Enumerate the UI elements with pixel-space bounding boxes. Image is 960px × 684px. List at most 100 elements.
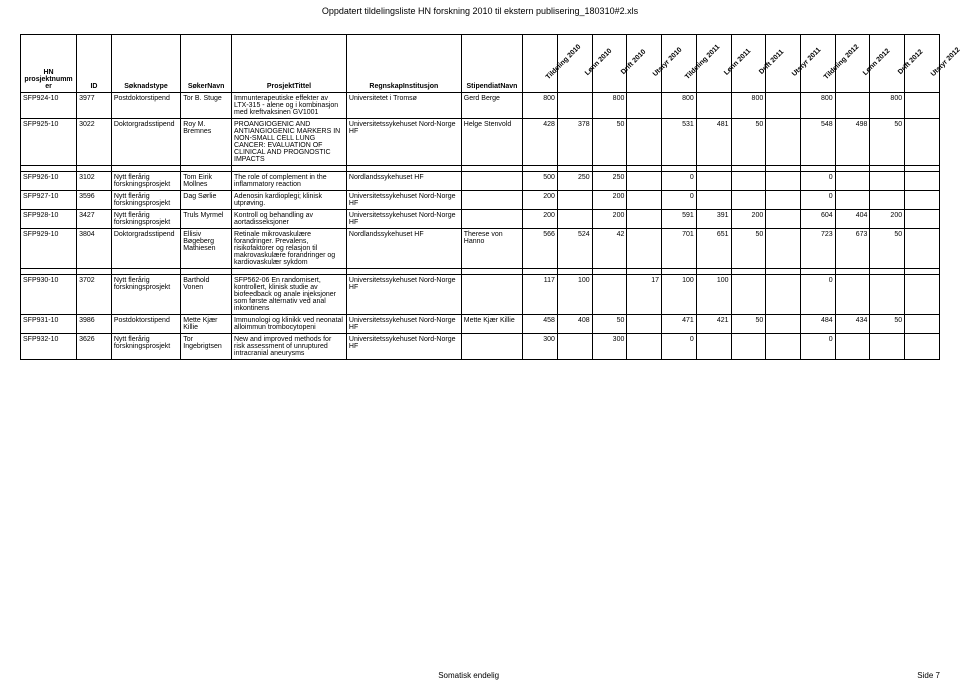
text-cell: SFP932-10 [21,334,77,360]
value-cell [870,191,905,210]
header-year-col: Tildeling 2012 [800,35,835,93]
header-navn: SøkerNavn [181,35,232,93]
value-cell: 500 [523,172,558,191]
text-cell: SFP930-10 [21,275,77,315]
header-year-col: Drift 2012 [870,35,905,93]
value-cell [905,191,940,210]
value-cell: 17 [627,275,662,315]
value-cell: 50 [870,229,905,269]
data-table: HN prosjektnummer ID Søknadstype SøkerNa… [20,34,940,360]
text-cell: Adenosin kardioplegi; klinisk utprøving. [232,191,347,210]
text-cell: 3977 [77,93,112,119]
value-cell: 0 [662,172,697,191]
value-cell: 0 [800,172,835,191]
header-year-col: Utstyr 2012 [905,35,940,93]
text-cell: SFP925-10 [21,119,77,166]
value-cell [766,191,801,210]
text-cell: Postdoktorstipend [111,93,180,119]
text-cell: 3596 [77,191,112,210]
value-cell [766,93,801,119]
value-cell: 471 [662,315,697,334]
value-cell: 42 [592,229,627,269]
value-cell [835,93,870,119]
value-cell [766,334,801,360]
value-cell [766,210,801,229]
value-cell: 701 [662,229,697,269]
value-cell [766,275,801,315]
table-row: SFP924-103977PostdoktorstipendTor B. Stu… [21,93,940,119]
value-cell [696,191,731,210]
value-cell: 50 [731,229,766,269]
value-cell: 0 [800,334,835,360]
value-cell [627,93,662,119]
value-cell [557,191,592,210]
header-year-col: Lønn 2010 [557,35,592,93]
text-cell: Universitetssykehuset Nord-Norge HF [346,119,461,166]
header-year-col: Tildeling 2010 [523,35,558,93]
value-cell [627,229,662,269]
text-cell: Helge Stenvold [461,119,522,166]
value-cell [592,275,627,315]
header-type: Søknadstype [111,35,180,93]
value-cell [696,93,731,119]
text-cell: Nytt flerårig forskningsprosjekt [111,275,180,315]
value-cell: 117 [523,275,558,315]
value-cell [905,229,940,269]
value-cell [627,315,662,334]
table-row: SFP926-103102Nytt flerårig forskningspro… [21,172,940,191]
value-cell [835,334,870,360]
value-cell [557,93,592,119]
header-year-col: Drift 2010 [592,35,627,93]
text-cell: Tom Eirik Mollnes [181,172,232,191]
text-cell: Gerd Berge [461,93,522,119]
value-cell: 250 [592,172,627,191]
table-row: SFP927-103596Nytt flerårig forskningspro… [21,191,940,210]
value-cell: 378 [557,119,592,166]
table-container: HN prosjektnummer ID Søknadstype SøkerNa… [0,34,960,360]
header-year-col: Utstyr 2011 [766,35,801,93]
value-cell [870,275,905,315]
footer-left: Somatisk endelig [438,671,499,680]
value-cell: 100 [557,275,592,315]
value-cell: 604 [800,210,835,229]
value-cell [905,119,940,166]
value-cell: 300 [592,334,627,360]
text-cell [461,275,522,315]
value-cell: 200 [523,191,558,210]
value-cell: 421 [696,315,731,334]
text-cell: Doktorgradsstipend [111,119,180,166]
text-cell [461,191,522,210]
header-year-col: Drift 2011 [731,35,766,93]
value-cell: 524 [557,229,592,269]
value-cell [870,172,905,191]
value-cell [905,210,940,229]
value-cell: 0 [662,334,697,360]
value-cell [766,172,801,191]
value-cell [905,93,940,119]
value-cell: 50 [731,315,766,334]
value-cell: 200 [523,210,558,229]
table-body: SFP924-103977PostdoktorstipendTor B. Stu… [21,93,940,360]
header-id: ID [77,35,112,93]
value-cell: 100 [696,275,731,315]
value-cell [835,275,870,315]
value-cell [627,172,662,191]
value-cell [627,334,662,360]
text-cell: 3702 [77,275,112,315]
value-cell: 800 [592,93,627,119]
value-cell: 481 [696,119,731,166]
value-cell: 434 [835,315,870,334]
text-cell: Postdoktorstipend [111,315,180,334]
value-cell [835,172,870,191]
value-cell [766,119,801,166]
text-cell: Mette Kjær Killie [461,315,522,334]
text-cell: Mette Kjær Killie [181,315,232,334]
value-cell [731,172,766,191]
text-cell: SFP562-06 En randomisert, kontrollert, k… [232,275,347,315]
text-cell: SFP929-10 [21,229,77,269]
value-cell: 673 [835,229,870,269]
footer-right: Side 7 [917,671,940,680]
text-cell: Doktorgradsstipend [111,229,180,269]
value-cell [905,334,940,360]
value-cell: 408 [557,315,592,334]
